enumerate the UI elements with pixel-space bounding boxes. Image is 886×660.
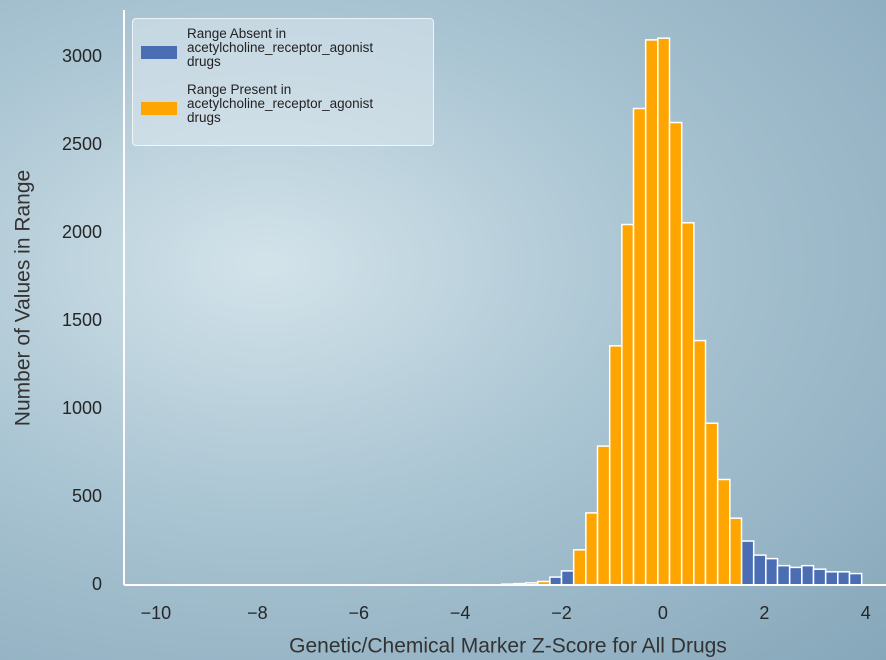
bar — [549, 576, 563, 586]
legend: Range Absent in acetylcholine_receptor_a… — [132, 18, 434, 146]
x-tick-label: −2 — [551, 603, 572, 623]
bar — [824, 571, 839, 586]
bar — [837, 571, 851, 586]
legend-swatch — [141, 102, 177, 115]
bar — [621, 223, 635, 586]
bar — [704, 422, 719, 586]
legend-item: Range Present in acetylcholine_receptor_… — [141, 83, 431, 133]
y-tick-label: 1500 — [62, 310, 102, 330]
y-tick-label: 500 — [72, 486, 102, 506]
bar — [560, 570, 575, 586]
bar — [585, 512, 599, 586]
bar — [657, 37, 671, 586]
bar — [788, 566, 803, 586]
bar — [812, 568, 827, 586]
x-axis-label: Genetic/Chemical Marker Z-Score for All … — [289, 635, 727, 658]
y-tick-label: 1000 — [62, 398, 102, 418]
bar — [632, 107, 647, 586]
bar — [680, 222, 695, 586]
x-tick-label: −4 — [450, 603, 471, 623]
x-tick-label: −8 — [247, 603, 268, 623]
bar — [572, 549, 587, 586]
bar — [729, 517, 743, 586]
bar — [693, 339, 707, 586]
legend-label: Range Absent in acetylcholine_receptor_a… — [187, 26, 374, 69]
y-tick-label: 0 — [92, 574, 102, 594]
legend-item: Range Absent in acetylcholine_receptor_a… — [141, 27, 431, 77]
x-tick-label: 4 — [861, 603, 871, 623]
x-tick-label: 2 — [759, 603, 769, 623]
bar — [740, 540, 755, 586]
bar — [752, 554, 767, 586]
bar — [765, 557, 779, 586]
bar — [644, 39, 659, 586]
bar — [801, 564, 815, 586]
x-tick-label: −6 — [348, 603, 369, 623]
bar — [776, 564, 791, 586]
legend-swatch — [141, 46, 177, 59]
bar — [596, 445, 611, 586]
bar — [716, 478, 731, 586]
x-tick-label: −10 — [141, 603, 172, 623]
y-tick-label: 3000 — [62, 46, 102, 66]
x-tick-label: 0 — [658, 603, 668, 623]
y-tick-label: 2500 — [62, 134, 102, 154]
bar — [608, 345, 623, 586]
y-tick-label: 2000 — [62, 222, 102, 242]
bar — [848, 572, 863, 586]
y-axis-label: Number of Values in Range — [12, 170, 35, 426]
legend-label: Range Present in acetylcholine_receptor_… — [187, 82, 374, 125]
bar — [668, 121, 683, 586]
